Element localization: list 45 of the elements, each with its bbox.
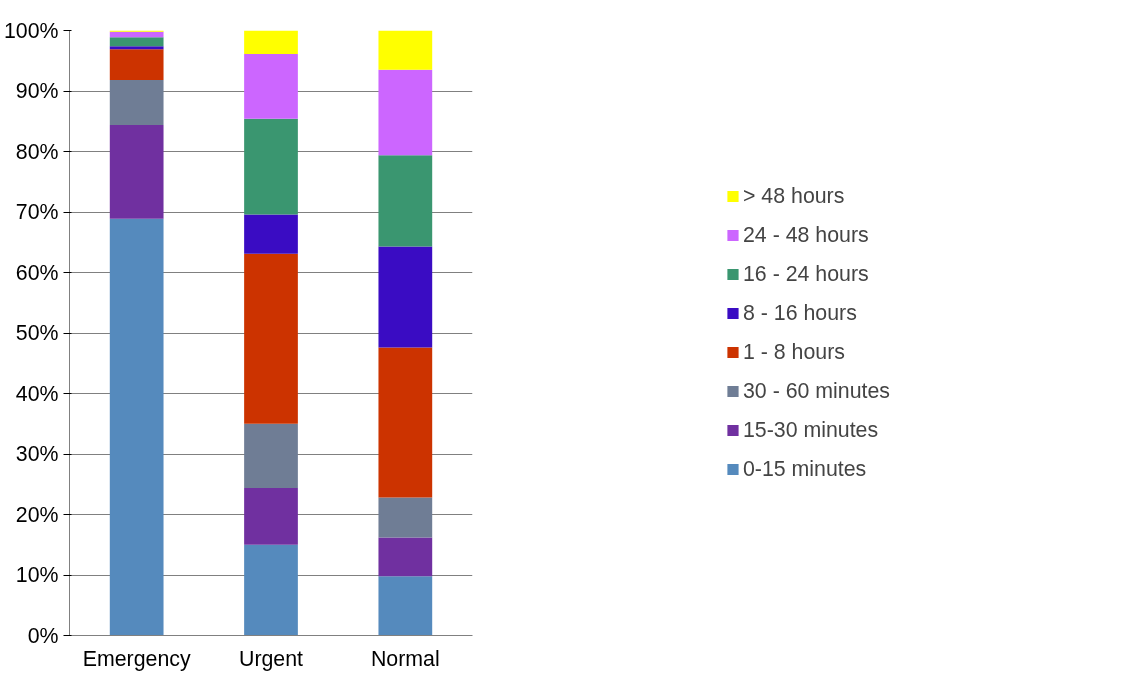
- y-tick-label: 50%: [15, 321, 59, 345]
- x-tick-label: Urgent: [238, 646, 304, 671]
- bar: [378, 347, 433, 498]
- y-tick-label: 10%: [15, 563, 59, 587]
- bar: [109, 49, 164, 81]
- bar: [244, 253, 298, 424]
- bar: [378, 537, 433, 577]
- legend-label: > 48 hours: [742, 183, 845, 209]
- y-tick-label: 0%: [27, 623, 59, 648]
- bar: [378, 576, 433, 636]
- bar: [244, 54, 298, 119]
- bar: [109, 218, 164, 636]
- y-tick-label: 90%: [15, 79, 59, 103]
- bar: [378, 497, 433, 538]
- legend-label: 16 - 24 hours: [742, 261, 869, 287]
- legend-label: 30 - 60 minutes: [742, 378, 891, 404]
- bar: [378, 69, 433, 156]
- legend-label: 15-30 minutes: [742, 417, 879, 443]
- bar: [109, 37, 164, 47]
- bar: [378, 246, 433, 348]
- y-tick-label: 20%: [15, 502, 59, 527]
- legend-label: 8 - 16 hours: [742, 300, 857, 326]
- bar: [109, 80, 164, 125]
- y-tick-label: 80%: [15, 139, 59, 164]
- legend-label: 24 - 48 hours: [742, 222, 869, 248]
- bar: [244, 544, 298, 636]
- y-tick-label: 30%: [15, 442, 59, 466]
- legend-label: 1 - 8 hours: [742, 339, 845, 365]
- bar: [109, 31, 164, 38]
- bar: [378, 155, 433, 247]
- y-tick-label: 100%: [3, 18, 59, 43]
- bar: [244, 214, 298, 254]
- x-tick-label: Emergency: [82, 646, 191, 671]
- x-tick-label: Normal: [370, 646, 440, 671]
- y-tick-label: 40%: [15, 381, 59, 406]
- bar: [109, 46, 164, 50]
- legend-label: 0-15 minutes: [742, 456, 867, 482]
- bar: [244, 30, 298, 55]
- bar: [244, 487, 298, 545]
- y-tick-label: 60%: [15, 260, 59, 285]
- bar: [244, 118, 298, 215]
- y-tick-label: 70%: [15, 200, 59, 224]
- bar: [244, 423, 298, 488]
- bar: [109, 124, 164, 219]
- bar: [378, 30, 433, 70]
